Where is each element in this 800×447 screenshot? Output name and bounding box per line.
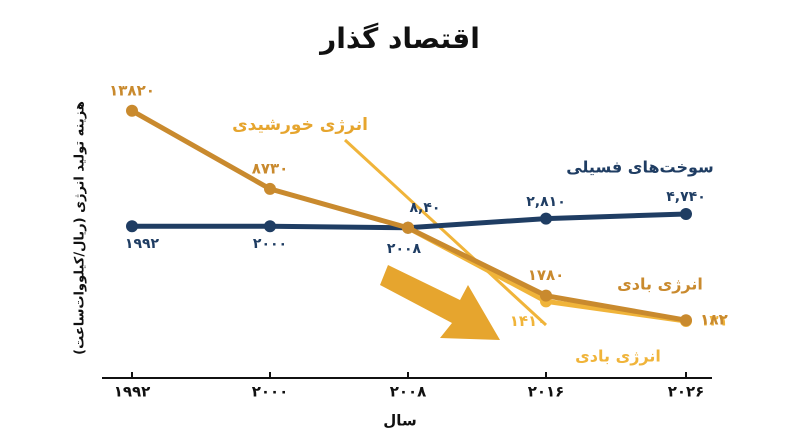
point bbox=[126, 220, 138, 233]
x-tick-label: ۲۰۰۸ bbox=[390, 383, 427, 401]
series-label: انرژی بادی bbox=[617, 275, 703, 294]
point bbox=[540, 289, 552, 302]
value-label: ۱۸۲ bbox=[700, 311, 727, 329]
point bbox=[264, 182, 276, 195]
point bbox=[680, 314, 692, 327]
point bbox=[540, 212, 552, 225]
value-label: ۱۷۸۰ bbox=[528, 266, 565, 284]
x-tick-label: ۲۰۰۰ bbox=[252, 383, 289, 401]
solar-pointer bbox=[343, 138, 548, 327]
point bbox=[680, 207, 692, 220]
value-label: ۸۷۳۰ bbox=[252, 159, 289, 177]
annotation: ۸,۴۰ bbox=[410, 200, 441, 216]
annotation: ۲۰۰۸ bbox=[387, 241, 422, 257]
x-tick-label: ۲۰۱۶ bbox=[528, 383, 565, 401]
annotation: ۲۰۰۰ bbox=[253, 236, 287, 252]
x-axis-label: سال bbox=[383, 412, 416, 430]
x-tick-label: ۱۹۹۲ bbox=[114, 383, 151, 401]
point bbox=[264, 220, 276, 233]
annotation: ۴,۷۴۰ bbox=[666, 189, 706, 205]
annotation: ۱۹۹۲ bbox=[125, 236, 160, 252]
y-axis-label: هزینه تولید انرژی (ریال/کیلووات‌ساعت) bbox=[73, 101, 88, 355]
point bbox=[402, 221, 414, 234]
point bbox=[126, 104, 138, 117]
series-label: انرژی بادی bbox=[575, 347, 661, 366]
value-label: ۱۳۸۲۰ bbox=[109, 81, 155, 99]
x-tick-label: ۲۰۲۶ bbox=[668, 383, 705, 401]
annotation: ۲,۸۱۰ bbox=[526, 194, 566, 210]
chart-title: اقتصاد گذار bbox=[318, 22, 480, 55]
series-label: سوخت‌های فسیلی bbox=[566, 158, 714, 177]
value-label: ۱۴۱۰ bbox=[510, 312, 547, 330]
trend-arrow bbox=[380, 265, 500, 340]
annotation: انرژی خورشیدی bbox=[232, 115, 368, 135]
value-label: ۱۳۱ bbox=[700, 311, 727, 329]
